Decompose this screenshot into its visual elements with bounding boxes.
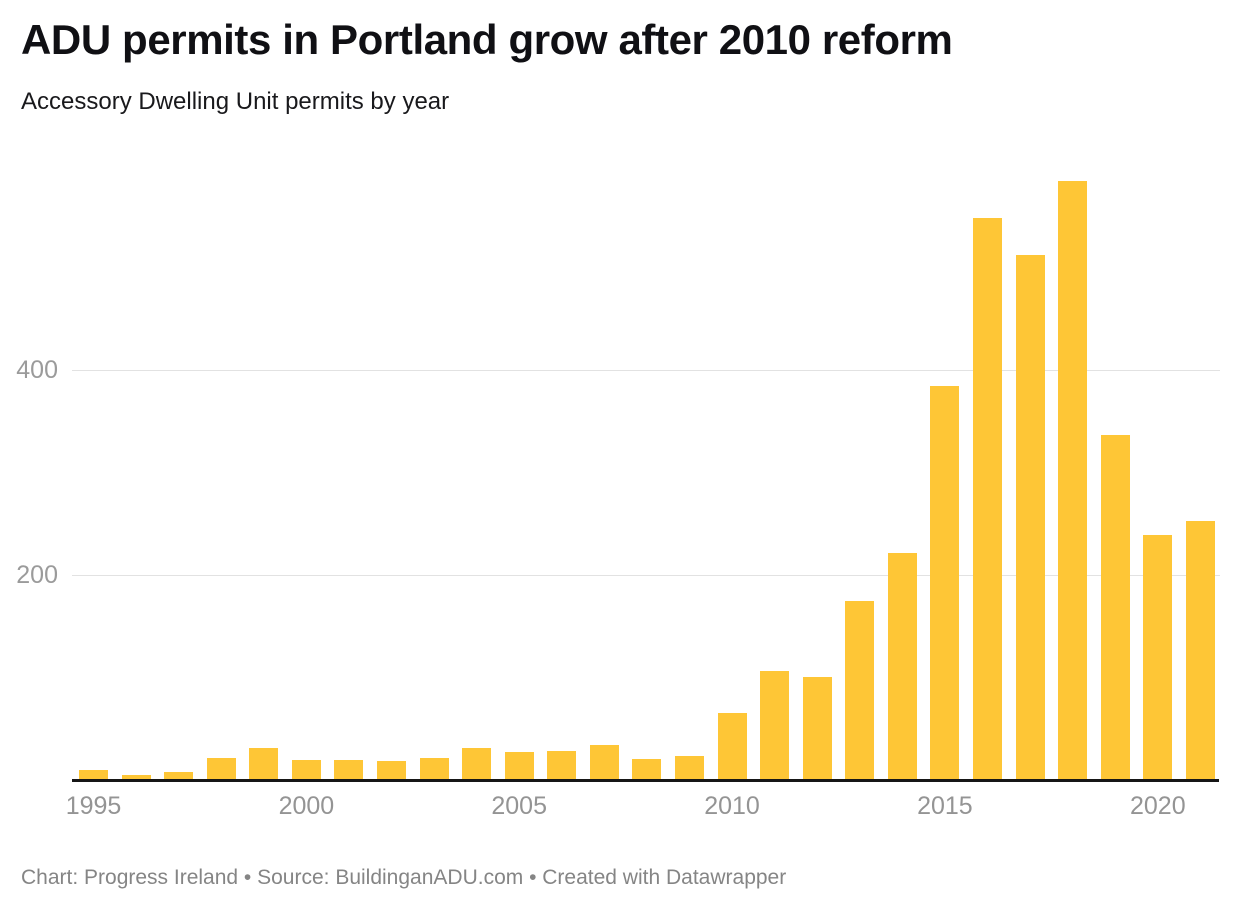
bar-2004 — [462, 748, 492, 780]
bar-2007 — [589, 745, 619, 780]
bar-2013 — [845, 600, 875, 780]
chart-title: ADU permits in Portland grow after 2010 … — [21, 16, 953, 63]
x-tick-label-2015: 2015 — [917, 792, 973, 820]
y-tick-label-400: 400 — [16, 356, 58, 385]
bar-2010 — [717, 713, 747, 780]
bar-2011 — [760, 671, 790, 780]
bar-2019 — [1100, 434, 1130, 780]
bar-1998 — [206, 757, 236, 780]
bar-2012 — [802, 676, 832, 780]
bar-2016 — [973, 217, 1002, 780]
bar-2018 — [1058, 180, 1088, 780]
bar-2014 — [887, 552, 917, 780]
bar-2021 — [1185, 520, 1215, 780]
bar-2008 — [632, 758, 662, 780]
bar-1996 — [121, 774, 151, 780]
bar-2006 — [547, 751, 577, 780]
bar-2020 — [1143, 535, 1173, 780]
y-tick-label-200: 200 — [16, 561, 58, 590]
bar-2005 — [504, 752, 534, 780]
bar-2002 — [377, 760, 406, 780]
gridline-200 — [72, 575, 1220, 577]
x-axis-line — [72, 779, 1219, 782]
bar-1995 — [79, 769, 108, 780]
bar-2003 — [419, 757, 449, 780]
bar-1997 — [164, 771, 194, 780]
x-tick-label-2005: 2005 — [491, 792, 547, 820]
bar-2009 — [675, 756, 704, 780]
chart-footer: Chart: Progress Ireland • Source: Buildi… — [21, 866, 787, 889]
x-tick-label-2010: 2010 — [704, 792, 760, 820]
bar-1999 — [249, 748, 279, 780]
chart-subtitle: Accessory Dwelling Unit permits by year — [21, 88, 450, 115]
x-tick-label-2020: 2020 — [1129, 792, 1186, 820]
bar-2017 — [1015, 255, 1045, 780]
bar-2000 — [291, 759, 321, 780]
bar-2001 — [334, 759, 364, 780]
x-tick-label-1995: 1995 — [65, 792, 122, 820]
gridline-400 — [72, 370, 1220, 372]
bar-2015 — [930, 385, 960, 780]
x-tick-label-2000: 2000 — [278, 792, 335, 820]
